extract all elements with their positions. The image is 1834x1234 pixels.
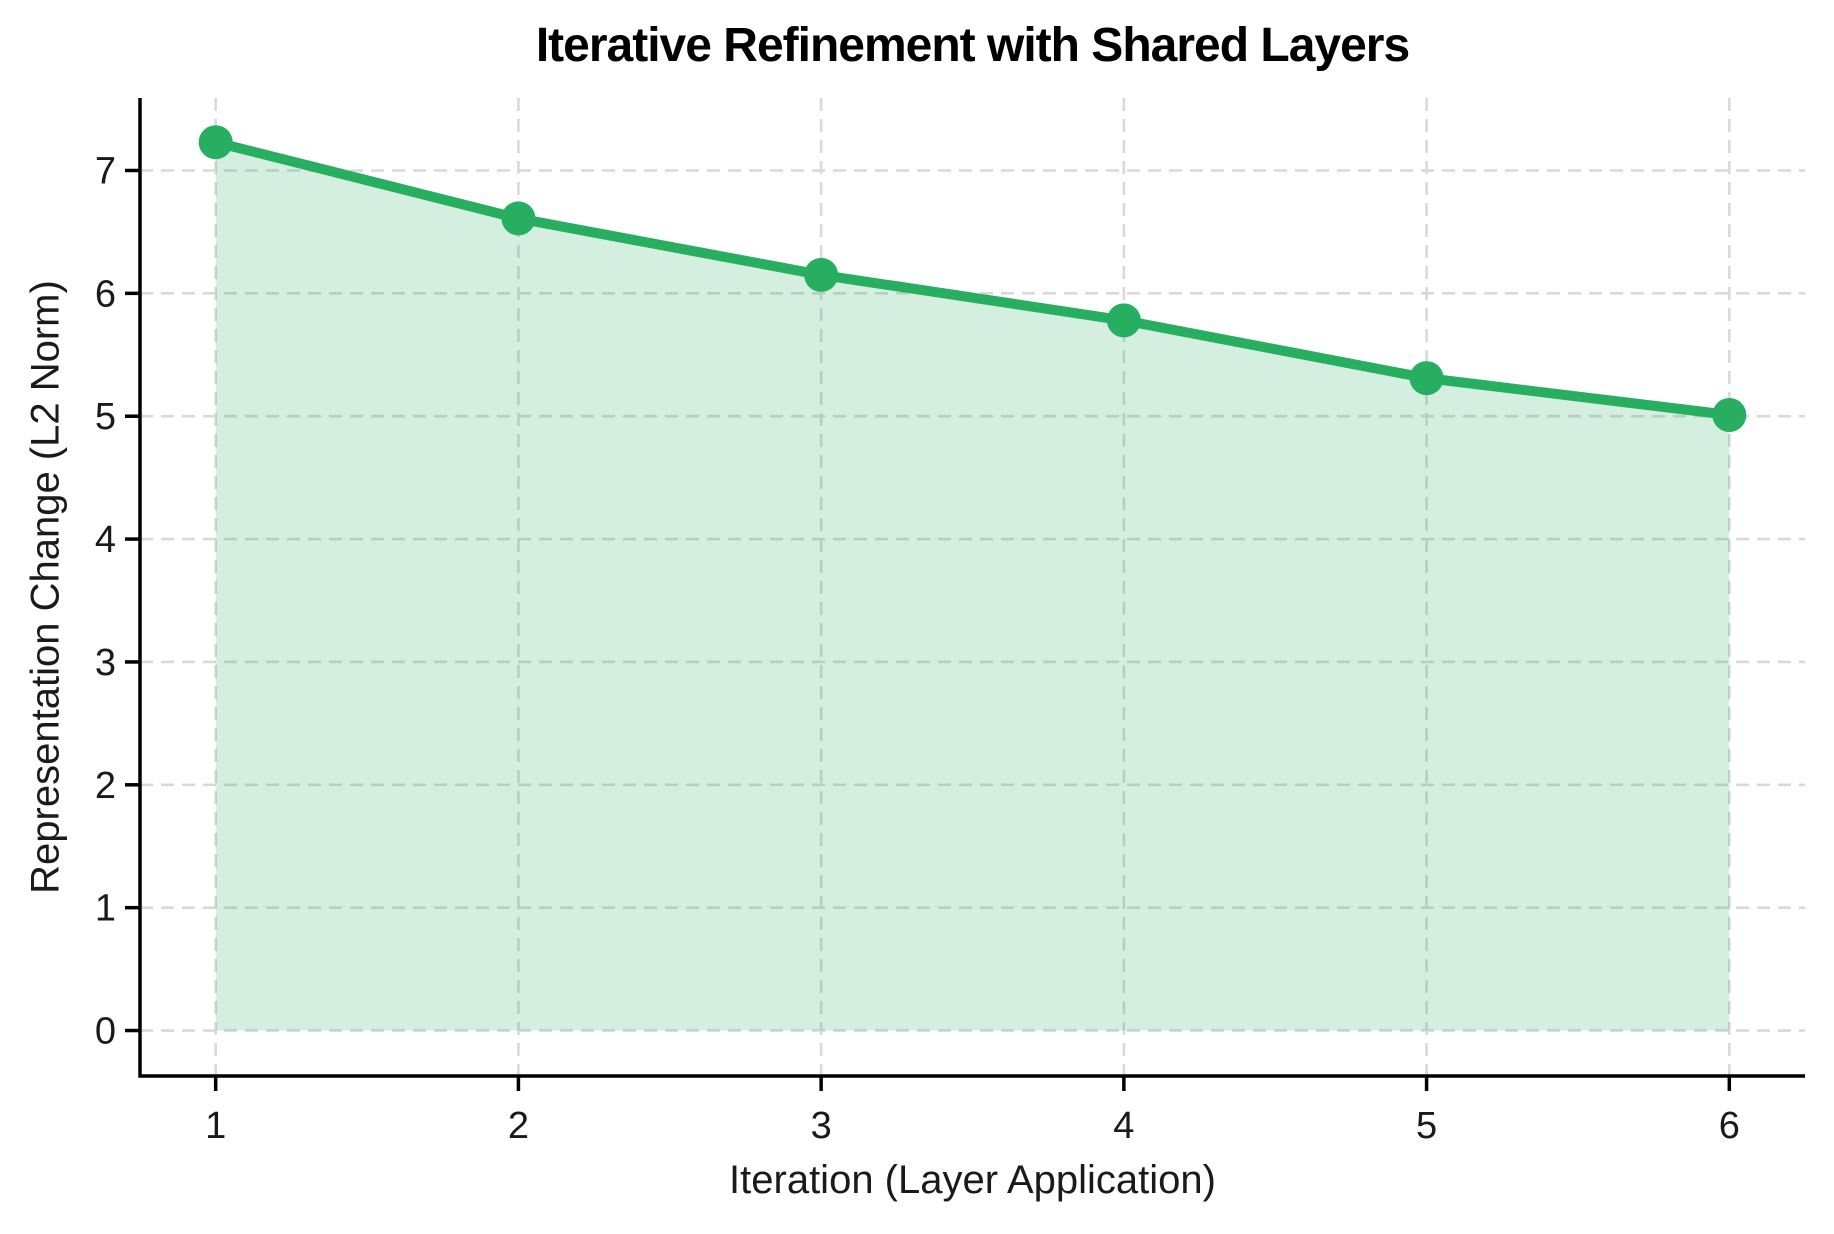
x-tick-label: 3 — [811, 1105, 832, 1147]
x-tick-label: 5 — [1416, 1105, 1437, 1147]
data-point-5 — [1409, 361, 1444, 396]
y-tick-label: 1 — [95, 888, 116, 930]
y-tick-label: 6 — [95, 273, 116, 315]
data-points — [198, 125, 1747, 432]
y-tick-label: 2 — [95, 765, 116, 807]
x-tick-label: 6 — [1719, 1105, 1740, 1147]
gridlines — [140, 98, 1805, 1076]
data-point-3 — [804, 257, 839, 292]
area-fill — [215, 142, 1730, 1031]
y-tick-label: 5 — [95, 396, 116, 438]
chart-title: Iterative Refinement with Shared Layers — [535, 19, 1410, 72]
x-axis-label: Iteration (Layer Application) — [729, 1158, 1216, 1202]
y-axis-label: Representation Change (L2 Norm) — [23, 280, 68, 894]
y-tick-label: 0 — [95, 1011, 116, 1053]
data-line — [210, 137, 1735, 420]
tick-marks — [125, 168, 1732, 1091]
data-point-6 — [1712, 397, 1747, 432]
tick-labels: 0 1 2 3 4 5 6 7 1 2 3 4 5 6 — [95, 150, 1740, 1147]
data-point-2 — [501, 201, 536, 236]
axis-spines — [138, 98, 1805, 1078]
data-point-4 — [1106, 303, 1141, 338]
x-tick-label: 4 — [1113, 1105, 1134, 1147]
y-tick-label: 7 — [95, 150, 116, 192]
data-point-1 — [198, 125, 233, 160]
x-tick-label: 1 — [205, 1105, 226, 1147]
y-tick-label: 4 — [95, 519, 116, 561]
y-tick-label: 3 — [95, 642, 116, 684]
x-tick-label: 2 — [508, 1105, 529, 1147]
